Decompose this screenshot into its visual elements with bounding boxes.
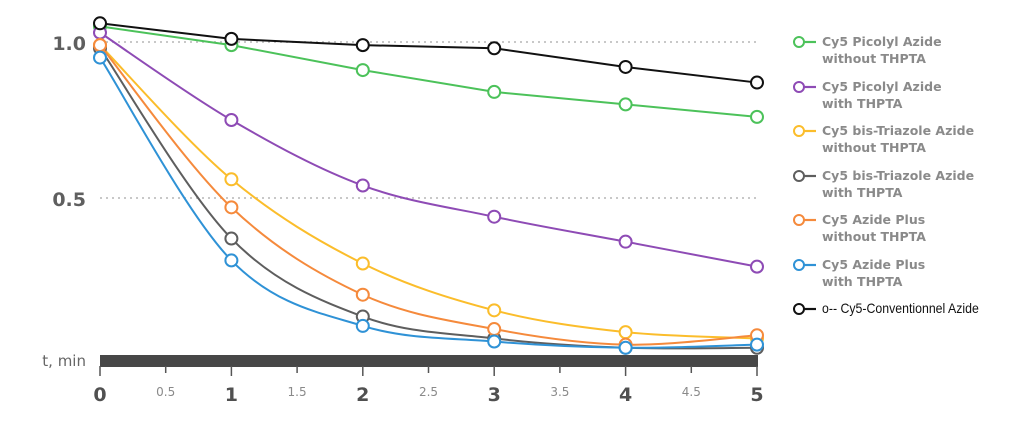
data-point-marker [618,325,633,340]
series-line [99,31,758,268]
series-5 [93,50,764,355]
legend-label: o-- Cy5-Conventionnel Azide [822,300,979,316]
series-line [99,22,758,84]
legend-item: Cy5 Picolyl Azide with THPTA [792,78,1022,123]
series-4 [93,38,764,352]
x-tick-label-minor: 4.5 [682,385,701,399]
data-point-marker [224,172,239,187]
data-point-marker [224,231,239,246]
legend-item: Cy5 Azide Plus with THPTA [792,256,1022,301]
legend-circle-marker-icon [793,36,816,48]
legend-label: Cy5 Azide Plus with THPTA [822,256,926,289]
legend-item: Cy5 bis-Triazole Azide with THPTA [792,167,1022,212]
x-tick-label-minor: 1.5 [288,385,307,399]
legend-label: Cy5 Azide Plus without THPTA [822,212,926,244]
data-point-marker [224,200,239,215]
x-tick-label-minor: 0.5 [156,385,175,399]
data-point-marker [93,38,107,53]
x-tick-label-major: 4 [619,384,632,406]
data-point-marker [750,75,764,90]
x-tick-label-major: 5 [750,384,763,406]
y-tick-label: 1.0 [52,33,86,55]
x-tick-label-minor: 3.5 [550,385,569,399]
data-point-marker [487,334,502,349]
series-1 [93,25,764,274]
data-point-marker [93,16,107,31]
series-line [99,44,758,346]
data-point-marker [487,209,502,224]
data-point-marker [355,256,370,271]
legend-circle-marker-icon [793,214,816,226]
x-axis-bar [100,355,758,367]
series-line [99,25,758,118]
data-point-marker [618,97,633,112]
legend-circle-marker-icon [793,125,816,137]
x-tick-label-major: 0 [93,384,106,406]
legend-label: Cy5 bis-Triazole Azide without THPTA [822,123,975,155]
data-point-marker [355,287,370,302]
y-axis-ticks: 1.0 0.5 [52,33,86,211]
series-lines [93,16,764,355]
x-tick-label-major: 1 [225,384,238,406]
data-point-marker [750,259,764,274]
legend-circle-marker-icon [793,258,816,271]
y-tick-label: 0.5 [52,189,86,211]
gridlines [100,41,757,199]
data-point-marker [355,38,370,53]
data-point-marker [487,303,502,318]
legend-circle-marker-icon [793,80,816,93]
data-point-marker [487,84,502,99]
series-3 [93,41,764,355]
data-point-marker [355,63,370,78]
legend-circle-marker-icon [793,303,816,315]
series-line [99,44,758,340]
data-point-marker [618,340,633,355]
data-point-marker [750,109,764,124]
legend-item: o-- Cy5-Conventionnel Azide [792,300,1022,345]
legend-label: Cy5 Picolyl Azide with THPTA [822,78,942,111]
legend: Cy5 Picolyl Azide without THPTA Cy5 Pico… [792,33,1022,345]
legend-item: Cy5 Picolyl Azide without THPTA [792,33,1022,78]
legend-label: Cy5 Picolyl Azide without THPTA [822,34,942,66]
data-point-marker [355,318,370,333]
series-6 [93,16,764,90]
data-point-marker [618,59,633,74]
legend-circle-marker-icon [793,169,816,182]
data-point-marker [224,253,239,268]
data-point-marker [750,337,764,352]
data-point-marker [487,41,502,56]
data-point-marker [224,31,239,46]
x-tick-label-minor: 2.5 [419,385,438,399]
data-point-marker [618,234,633,249]
data-point-marker [224,113,239,127]
legend-label: Cy5 bis-Triazole Azide with THPTA [822,167,975,200]
x-tick-label-major: 2 [356,384,369,406]
legend-item: Cy5 Azide Plus without THPTA [792,211,1022,256]
x-axis-title: t, min [42,352,86,370]
legend-item: Cy5 bis-Triazole Azide without THPTA [792,122,1022,167]
x-axis: t, min 0 0.5 1 1.5 2 2.5 3 3.5 4 4.5 5 [42,352,763,406]
x-tick-label-major: 3 [488,384,501,406]
data-point-marker [93,50,107,65]
data-point-marker [487,322,502,337]
data-point-marker [355,178,370,193]
